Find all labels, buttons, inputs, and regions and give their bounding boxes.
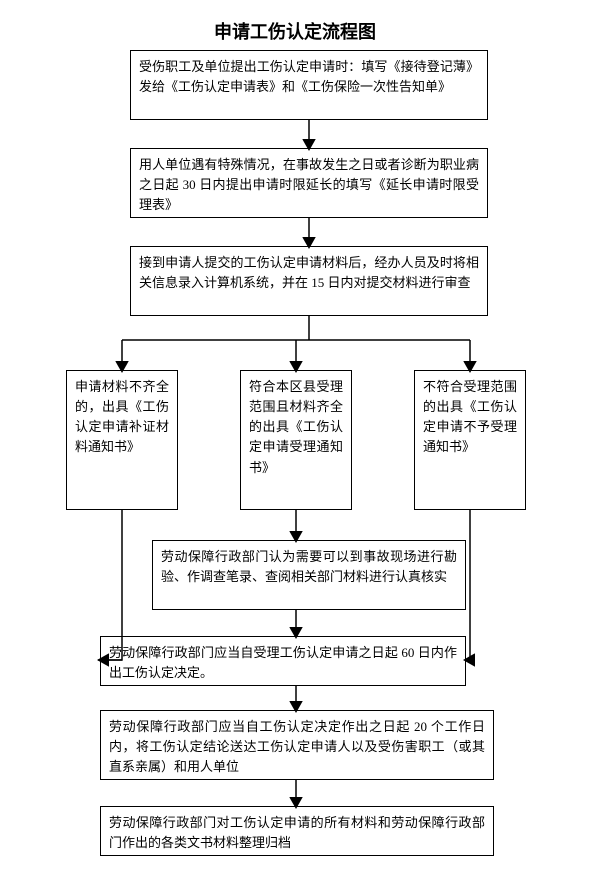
node-n4a: 申请材料不齐全的，出具《工伤认定申请补证材料通知书》	[66, 370, 178, 510]
node-n2: 用人单位遇有特殊情况，在事故发生之日或者诊断为职业病之日起 30 日内提出申请时…	[130, 148, 488, 218]
node-n3: 接到申请人提交的工伤认定申请材料后，经办人员及时将相关信息录入计算机系统，并在 …	[130, 246, 488, 316]
node-n4c: 不符合受理范围的出具《工伤认定申请不予受理通知书》	[414, 370, 526, 510]
node-n4b: 符合本区县受理范围且材料齐全的出具《工伤认定申请受理通知书》	[240, 370, 352, 510]
node-n6: 劳动保障行政部门应当自受理工伤认定申请之日起 60 日内作出工伤认定决定。	[100, 636, 466, 686]
node-n7: 劳动保障行政部门应当自工伤认定决定作出之日起 20 个工作日内，将工伤认定结论送…	[100, 710, 494, 780]
page-title: 申请工伤认定流程图	[0, 0, 590, 50]
node-n5: 劳动保障行政部门认为需要可以到事故现场进行勘验、作调查笔录、查阅相关部门材料进行…	[152, 540, 466, 610]
node-n8: 劳动保障行政部门对工伤认定申请的所有材料和劳动保障行政部门作出的各类文书材料整理…	[100, 806, 494, 856]
node-n1: 受伤职工及单位提出工伤认定申请时：填写《接待登记薄》发给《工伤认定申请表》和《工…	[130, 50, 488, 120]
